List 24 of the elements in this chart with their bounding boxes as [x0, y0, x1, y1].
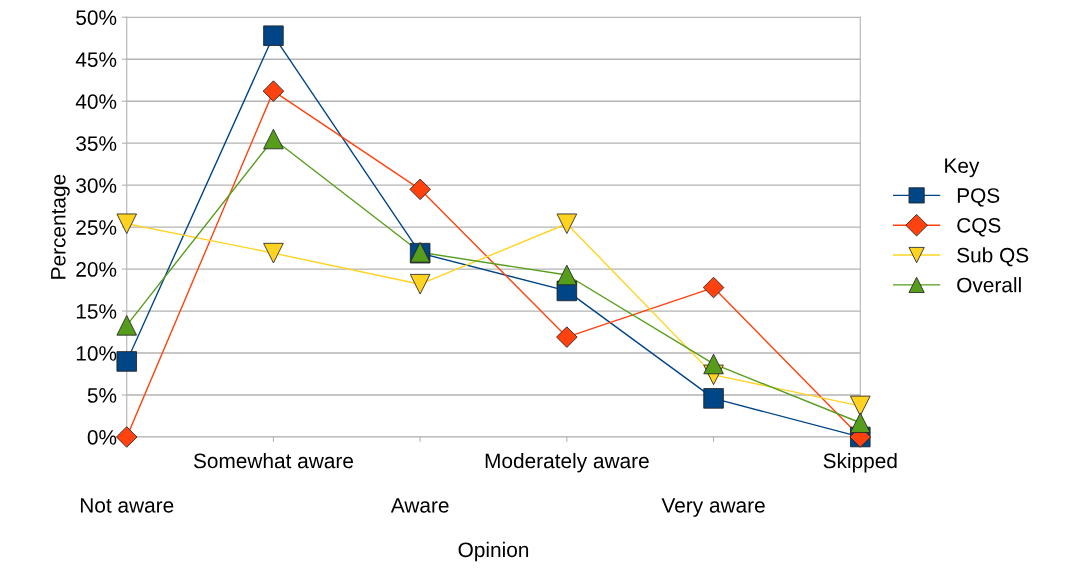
y-tick-label: 25%: [76, 220, 117, 235]
legend-label: Overall: [957, 277, 1021, 293]
x-tick-label: Skipped: [823, 452, 897, 473]
y-tick-label: 5%: [87, 388, 117, 403]
legend-label: CQS: [957, 217, 1001, 237]
y-tick-label: 45%: [75, 52, 117, 67]
y-tick-label: 15%: [76, 304, 117, 319]
y-tick-label: 35%: [76, 136, 117, 151]
x-tick-label: Moderately aware: [485, 452, 649, 473]
x-axis-title: Opinion: [458, 541, 529, 562]
y-axis-title: Percentage: [51, 174, 70, 279]
y-tick-label: 30%: [76, 178, 117, 193]
y-tick-label: 50%: [76, 10, 117, 25]
x-tick-label: Aware: [390, 498, 449, 513]
x-tick-label: Not aware: [80, 498, 174, 513]
x-tick-label: Somewhat aware: [193, 452, 353, 469]
y-tick-label: 0%: [87, 430, 117, 445]
y-tick-label: 20%: [76, 262, 117, 277]
y-tick-label: 10%: [76, 346, 117, 361]
legend-label: PQS: [957, 188, 1000, 207]
x-tick-label: Very aware: [661, 498, 765, 517]
legend-label: Sub QS: [957, 247, 1029, 267]
legend-title: Key: [945, 158, 980, 178]
y-tick-label: 40%: [75, 94, 117, 109]
